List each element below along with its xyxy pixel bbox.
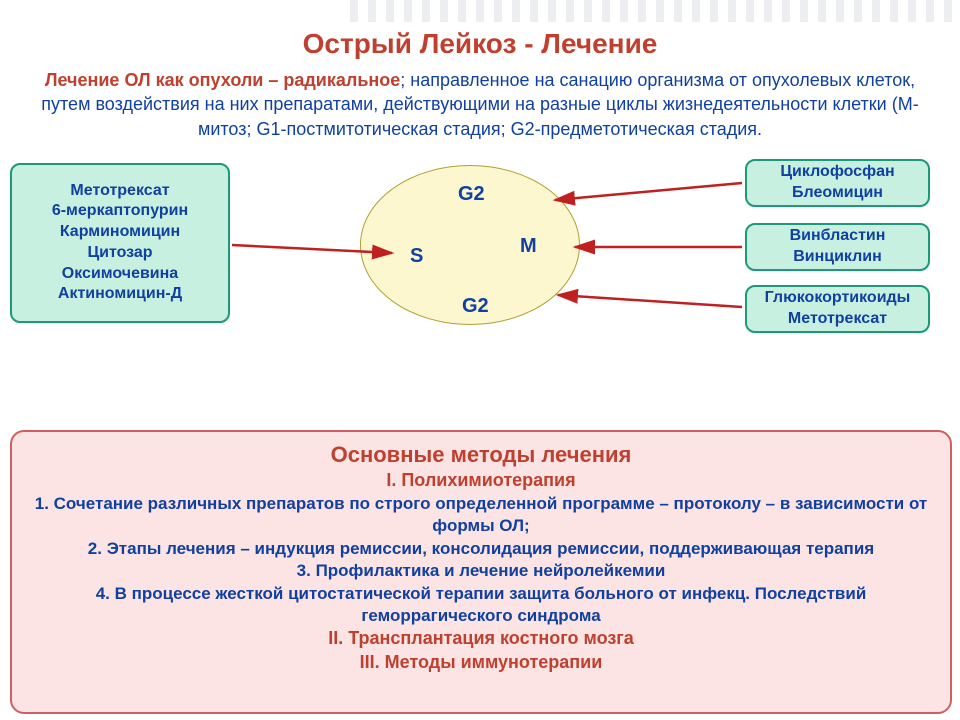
drug-line: Актиномицин-Д — [12, 284, 228, 305]
drug-line: Оксимочевина — [12, 264, 228, 285]
drug-box-m: Винбластин Винциклин — [745, 223, 930, 271]
cell-cycle-diagram: Метотрексат 6-меркаптопурин Карминомицин… — [0, 145, 960, 375]
phase-label-g2-top: G2 — [458, 183, 485, 206]
drug-line: Метотрексат — [12, 181, 228, 202]
method-line: 4. В процессе жесткой цитостатической те… — [26, 583, 936, 628]
phase-label-s: S — [410, 245, 423, 268]
decorative-pattern — [350, 0, 960, 22]
drug-line: Глюкокортикоиды — [747, 288, 928, 309]
intro-lead: Лечение ОЛ как опухоли – радикальное — [45, 70, 400, 90]
drug-line: Метотрексат — [747, 309, 928, 330]
drug-box-g1: Глюкокортикоиды Метотрексат — [745, 285, 930, 333]
drug-line: Винбластин — [747, 226, 928, 247]
drug-line: Цитозар — [12, 243, 228, 264]
phase-label-m: M — [520, 235, 537, 258]
methods-panel: Основные методы лечения I. Полихимиотера… — [10, 430, 952, 714]
drug-box-g2: Циклофосфан Блеомицин — [745, 159, 930, 207]
phase-label-g2-bot: G2 — [462, 295, 489, 318]
method-i: I. Полихимиотерапия — [26, 469, 936, 493]
drug-line: Блеомицин — [747, 183, 928, 204]
drug-line: Винциклин — [747, 247, 928, 268]
method-line: 1. Сочетание различных препаратов по стр… — [26, 493, 936, 538]
method-line: 2. Этапы лечения – индукция ремиссии, ко… — [26, 538, 936, 560]
drug-line: Карминомицин — [12, 222, 228, 243]
method-ii: II. Трансплантация костного мозга — [26, 627, 936, 651]
intro-paragraph: Лечение ОЛ как опухоли – радикальное; на… — [0, 60, 960, 145]
method-line: 3. Профилактика и лечение нейролейкемии — [26, 560, 936, 582]
arrow — [555, 183, 742, 200]
drug-box-s-phase: Метотрексат 6-меркаптопурин Карминомицин… — [10, 163, 230, 323]
drug-line: 6-меркаптопурин — [12, 201, 228, 222]
method-iii: III. Методы иммунотерапии — [26, 651, 936, 675]
drug-line: Циклофосфан — [747, 162, 928, 183]
arrow — [558, 295, 742, 307]
methods-title: Основные методы лечения — [26, 440, 936, 469]
